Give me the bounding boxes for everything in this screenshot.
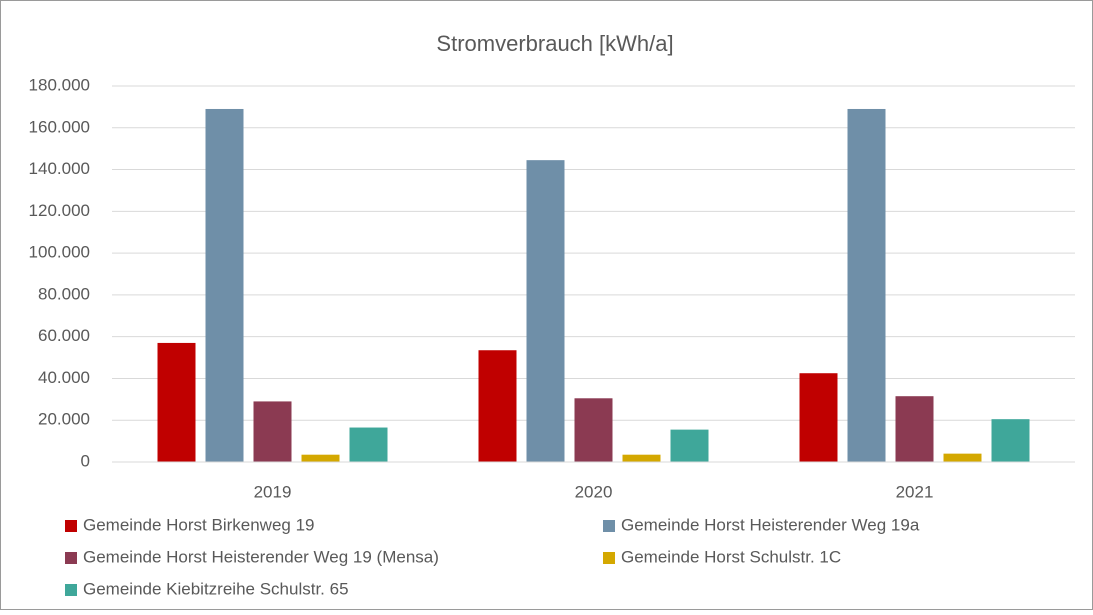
bar <box>622 454 661 462</box>
bar <box>670 429 709 462</box>
bar <box>157 342 196 462</box>
bar <box>847 108 886 462</box>
bar <box>895 396 934 462</box>
bar <box>943 453 982 462</box>
y-tick-label: 60.000 <box>38 326 90 345</box>
y-tick-label: 0 <box>81 451 90 470</box>
legend-swatch <box>603 552 615 564</box>
legend-swatch <box>65 552 77 564</box>
bar <box>991 419 1030 462</box>
legend-label: Gemeinde Horst Heisterender Weg 19 (Mens… <box>83 547 439 566</box>
bar <box>301 454 340 462</box>
legend-swatch <box>603 520 615 532</box>
bar <box>799 373 838 462</box>
legend-swatch <box>65 520 77 532</box>
x-tick-label: 2021 <box>896 482 934 501</box>
y-tick-label: 100.000 <box>29 243 90 262</box>
legend-label: Gemeinde Kiebitzreihe Schulstr. 65 <box>83 579 349 598</box>
y-tick-label: 120.000 <box>29 201 90 220</box>
y-tick-label: 20.000 <box>38 410 90 429</box>
bar <box>205 108 244 462</box>
y-tick-label: 160.000 <box>29 117 90 136</box>
legend-label: Gemeinde Horst Heisterender Weg 19a <box>621 515 920 534</box>
bar <box>478 350 517 462</box>
bar <box>253 401 292 462</box>
x-tick-label: 2019 <box>254 482 292 501</box>
chart-title: Stromverbrauch [kWh/a] <box>436 31 673 56</box>
legend-label: Gemeinde Horst Birkenweg 19 <box>83 515 315 534</box>
bar <box>349 427 388 462</box>
legend-swatch <box>65 584 77 596</box>
legend-label: Gemeinde Horst Schulstr. 1C <box>621 547 841 566</box>
y-tick-label: 80.000 <box>38 284 90 303</box>
bar <box>526 160 565 462</box>
x-tick-label: 2020 <box>575 482 613 501</box>
y-tick-label: 40.000 <box>38 368 90 387</box>
y-tick-label: 180.000 <box>29 75 90 94</box>
y-tick-label: 140.000 <box>29 159 90 178</box>
bar <box>574 398 613 462</box>
